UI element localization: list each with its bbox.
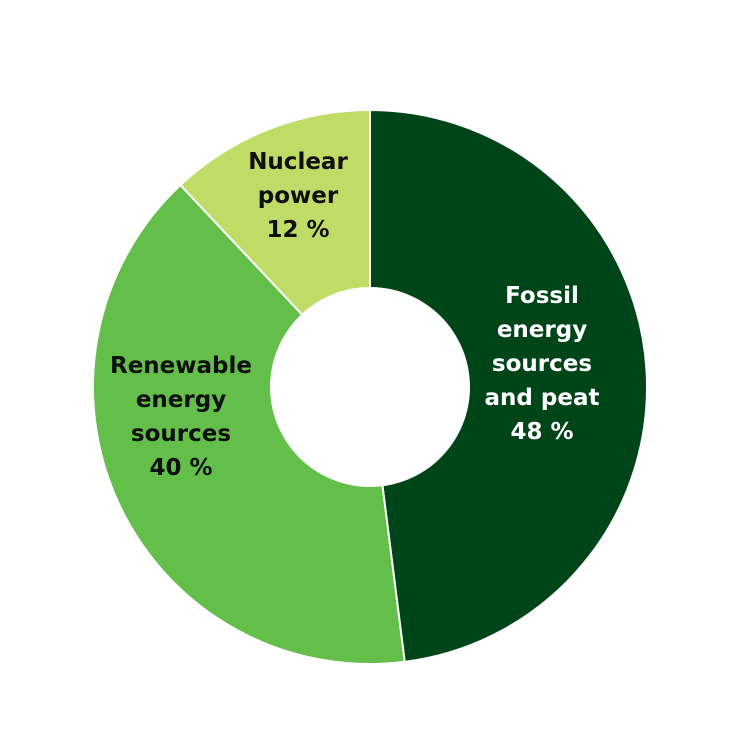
slice-label-line: sources — [131, 421, 231, 447]
slice-label-line: 12 % — [266, 217, 329, 243]
slice-label-line: 40 % — [149, 455, 212, 481]
slice-label-fossil-energy-sources-and-peat: Fossil energy sources and peat 48 % — [485, 283, 600, 445]
slice-label-line: Fossil — [505, 283, 579, 309]
slice-label-line: sources — [492, 351, 592, 377]
slice-label-line: power — [258, 183, 339, 209]
slice-label-line: and peat — [485, 385, 600, 411]
donut-hole — [270, 287, 470, 487]
slice-label-line: Nuclear — [248, 149, 348, 175]
slice-renewable-energy-sources — [92, 183, 406, 665]
slice-label-renewable-energy-sources: Renewable energy sources 40 % — [110, 353, 252, 481]
slice-label-line: 48 % — [510, 419, 573, 445]
slice-fossil-energy-sources-and-peat — [369, 108, 648, 663]
slice-label-line: energy — [497, 317, 587, 343]
chart-labels: Fossil energy sources and peat 48 % Renewable… — [110, 149, 599, 481]
slice-label-line: energy — [136, 387, 226, 413]
slice-label-line: Renewable — [110, 353, 252, 379]
slice-label-nuclear-power: Nuclear power 12 % — [248, 149, 348, 243]
